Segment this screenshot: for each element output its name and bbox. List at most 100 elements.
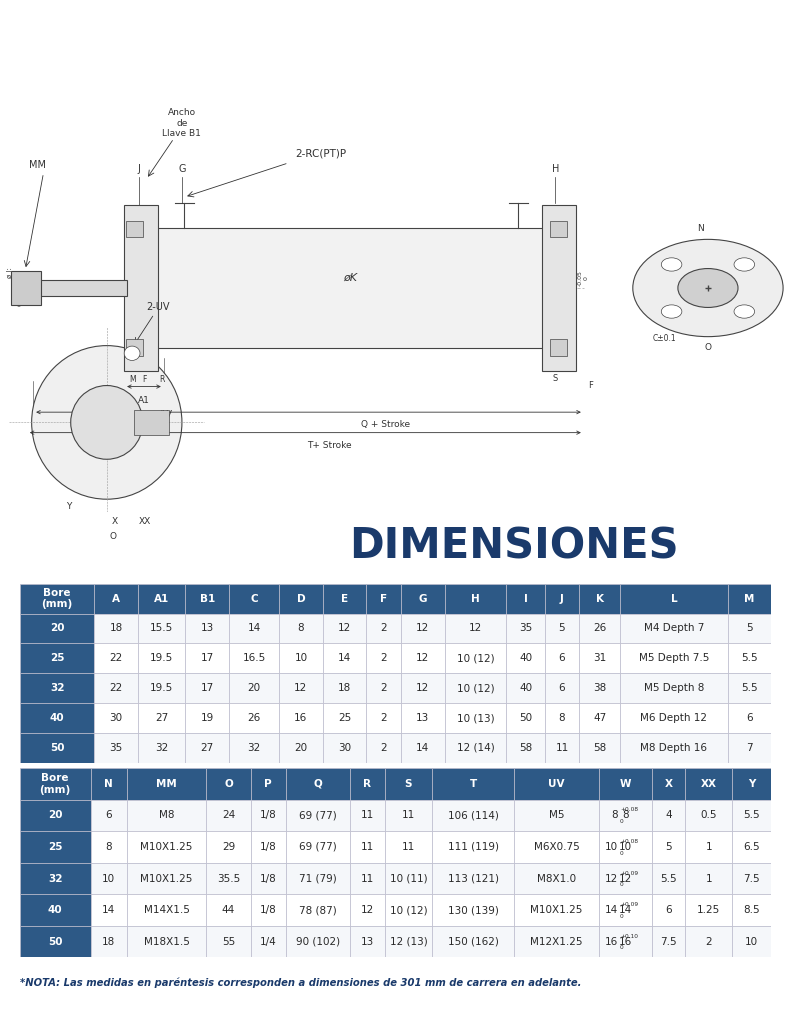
Text: M8: M8 <box>159 810 174 820</box>
Text: B1: B1 <box>199 594 215 603</box>
FancyBboxPatch shape <box>545 733 579 763</box>
Bar <box>124 205 158 372</box>
FancyBboxPatch shape <box>384 862 432 894</box>
FancyBboxPatch shape <box>599 831 652 862</box>
Text: 16: 16 <box>604 937 618 946</box>
Text: Bore
(mm): Bore (mm) <box>40 773 70 795</box>
Circle shape <box>661 258 682 271</box>
Text: C±0.1: C±0.1 <box>653 334 676 343</box>
FancyBboxPatch shape <box>286 894 350 926</box>
FancyBboxPatch shape <box>732 831 771 862</box>
FancyBboxPatch shape <box>620 733 728 763</box>
Text: 2-UV: 2-UV <box>146 302 170 312</box>
FancyBboxPatch shape <box>514 768 599 800</box>
Text: M4 Depth 7: M4 Depth 7 <box>644 624 704 634</box>
FancyBboxPatch shape <box>685 768 732 800</box>
Text: R: R <box>160 375 165 384</box>
Text: S: S <box>405 779 412 788</box>
Text: 2: 2 <box>706 937 712 946</box>
Text: +0.09: +0.09 <box>620 902 638 907</box>
Text: 25: 25 <box>48 842 62 852</box>
Text: øK: øK <box>343 272 357 283</box>
Text: S: S <box>553 374 558 383</box>
FancyBboxPatch shape <box>599 894 652 926</box>
FancyBboxPatch shape <box>185 643 229 674</box>
FancyBboxPatch shape <box>545 584 579 613</box>
Text: M: M <box>129 375 135 384</box>
FancyBboxPatch shape <box>350 831 384 862</box>
Text: 0: 0 <box>620 945 624 950</box>
Text: T+ Stroke: T+ Stroke <box>307 440 351 450</box>
Text: 6: 6 <box>665 905 672 915</box>
Text: 10 (11): 10 (11) <box>390 873 427 884</box>
Text: 69 (77): 69 (77) <box>299 810 337 820</box>
FancyBboxPatch shape <box>599 862 652 894</box>
Text: X: X <box>112 517 118 526</box>
Text: 0: 0 <box>620 883 624 888</box>
Text: 14: 14 <box>338 653 351 664</box>
Text: 40: 40 <box>47 905 62 915</box>
Text: 10 (12): 10 (12) <box>390 905 427 915</box>
Text: 18: 18 <box>102 937 115 946</box>
Text: 24: 24 <box>222 810 235 820</box>
Text: 0: 0 <box>620 851 624 856</box>
Text: 38: 38 <box>593 683 607 693</box>
FancyBboxPatch shape <box>432 926 514 957</box>
FancyBboxPatch shape <box>728 674 771 703</box>
FancyBboxPatch shape <box>514 862 599 894</box>
FancyBboxPatch shape <box>20 733 94 763</box>
Text: F: F <box>142 375 147 384</box>
Text: D: D <box>297 594 305 603</box>
FancyBboxPatch shape <box>20 768 90 800</box>
Text: 13: 13 <box>201 624 214 634</box>
FancyBboxPatch shape <box>620 613 728 643</box>
Text: 50: 50 <box>50 743 64 753</box>
FancyBboxPatch shape <box>20 831 90 862</box>
Text: F: F <box>380 594 388 603</box>
Bar <box>550 221 567 238</box>
Text: 12 (13): 12 (13) <box>389 937 427 946</box>
FancyBboxPatch shape <box>401 584 445 613</box>
FancyBboxPatch shape <box>206 800 251 831</box>
FancyBboxPatch shape <box>620 703 728 733</box>
FancyBboxPatch shape <box>323 703 366 733</box>
Text: 5.5: 5.5 <box>744 810 760 820</box>
FancyBboxPatch shape <box>279 674 323 703</box>
Bar <box>33 280 127 296</box>
Text: 27: 27 <box>201 743 214 753</box>
FancyBboxPatch shape <box>445 584 506 613</box>
FancyBboxPatch shape <box>545 674 579 703</box>
Text: O: O <box>110 532 116 542</box>
Text: 12: 12 <box>619 873 632 884</box>
Text: 10: 10 <box>745 937 759 946</box>
FancyBboxPatch shape <box>20 674 94 703</box>
Text: 50: 50 <box>519 713 532 723</box>
FancyBboxPatch shape <box>506 584 545 613</box>
FancyBboxPatch shape <box>279 613 323 643</box>
FancyBboxPatch shape <box>685 831 732 862</box>
FancyBboxPatch shape <box>685 926 732 957</box>
Text: 106 (114): 106 (114) <box>448 810 498 820</box>
Text: 7.5: 7.5 <box>744 873 760 884</box>
FancyBboxPatch shape <box>286 800 350 831</box>
Text: 5: 5 <box>665 842 672 852</box>
Text: 14: 14 <box>604 905 618 915</box>
FancyBboxPatch shape <box>94 674 138 703</box>
Text: 6: 6 <box>558 683 566 693</box>
Text: Y: Y <box>748 779 755 788</box>
FancyBboxPatch shape <box>432 831 514 862</box>
FancyBboxPatch shape <box>506 733 545 763</box>
Text: 1/8: 1/8 <box>260 842 277 852</box>
Bar <box>550 340 567 356</box>
Text: 16.5: 16.5 <box>242 653 266 664</box>
FancyBboxPatch shape <box>323 643 366 674</box>
Text: O: O <box>705 343 711 352</box>
Circle shape <box>734 258 755 271</box>
FancyBboxPatch shape <box>545 703 579 733</box>
FancyBboxPatch shape <box>599 768 652 800</box>
FancyBboxPatch shape <box>401 613 445 643</box>
Text: M10X1.25: M10X1.25 <box>140 842 193 852</box>
FancyBboxPatch shape <box>728 643 771 674</box>
Text: 11: 11 <box>361 810 374 820</box>
FancyBboxPatch shape <box>620 674 728 703</box>
